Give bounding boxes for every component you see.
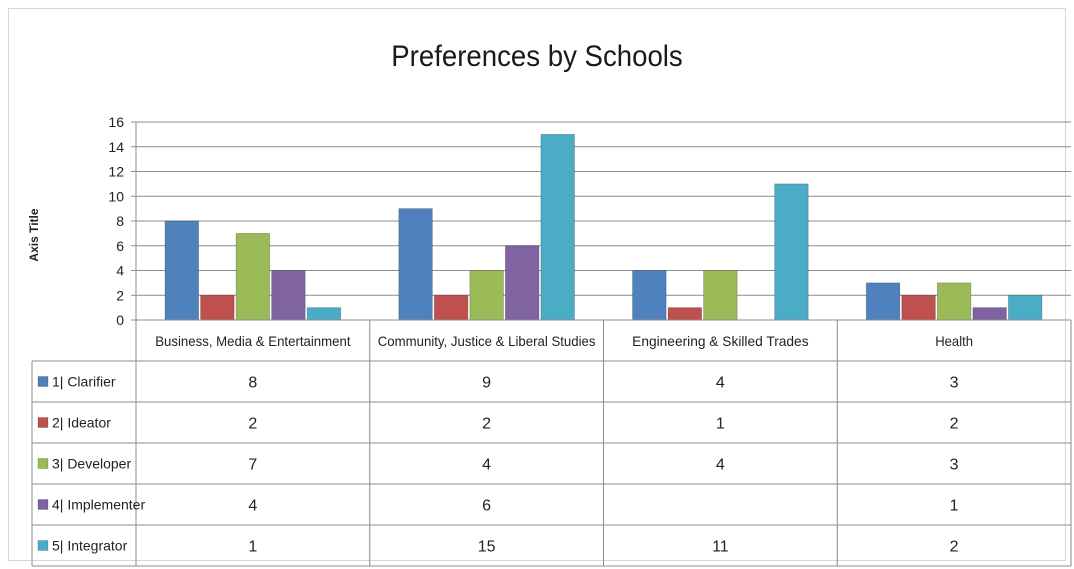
x-category-label: Community, Justice & Liberal Studies — [378, 333, 596, 349]
y-tick-label: 8 — [116, 213, 124, 229]
data-label: 2 — [950, 539, 959, 556]
data-label: 3 — [950, 375, 959, 392]
data-label: 8 — [248, 375, 257, 392]
bar — [1008, 294, 1043, 321]
x-category-label: Health — [935, 333, 973, 349]
y-tick-label: 2 — [116, 287, 124, 303]
bar — [703, 270, 738, 321]
data-label: 4 — [248, 498, 257, 515]
data-label: 11 — [712, 539, 729, 556]
data-label: 2 — [950, 416, 959, 433]
y-tick-label: 16 — [108, 114, 124, 130]
bar — [667, 307, 703, 321]
data-label: 7 — [248, 457, 257, 474]
bar — [540, 133, 575, 321]
y-tick-label: 14 — [108, 139, 124, 155]
legend-key — [37, 458, 49, 469]
y-tick-label: 12 — [108, 164, 124, 180]
data-label: 1 — [248, 539, 257, 556]
legend-key — [37, 417, 49, 428]
legend-label: 2| Ideator — [52, 415, 111, 431]
data-label: 4 — [482, 457, 491, 474]
data-label: 2 — [482, 416, 491, 433]
bar — [901, 294, 936, 321]
data-label: 4 — [716, 457, 725, 474]
data-label: 9 — [482, 375, 491, 392]
legend-key — [37, 376, 49, 387]
legend-label: 5| Integrator — [52, 538, 128, 554]
bar — [865, 282, 901, 321]
y-tick-label: 0 — [116, 312, 124, 328]
data-label: 1 — [950, 498, 959, 515]
bar — [936, 282, 972, 321]
data-label: 2 — [248, 416, 257, 433]
legend-label: 1| Clarifier — [52, 374, 116, 390]
bar — [271, 270, 306, 321]
legend-key — [37, 540, 49, 551]
y-tick-label: 6 — [116, 238, 124, 254]
y-tick-label: 4 — [116, 263, 124, 279]
bar — [469, 270, 504, 321]
bar — [972, 307, 1007, 321]
data-label: 4 — [716, 375, 725, 392]
chart-frame — [8, 8, 1066, 561]
bar — [235, 232, 271, 321]
data-label: 6 — [482, 498, 491, 515]
legend-label: 3| Developer — [52, 456, 131, 472]
y-tick-label: 10 — [108, 188, 124, 204]
data-label: 15 — [478, 539, 496, 556]
x-category-label: Engineering & Skilled Trades — [632, 333, 808, 349]
bar — [306, 307, 342, 321]
bar — [774, 183, 809, 321]
chart-title: Preferences by Schools — [391, 40, 683, 73]
bar — [632, 270, 667, 321]
bar — [433, 294, 469, 321]
bar — [504, 245, 540, 321]
data-label: 1 — [716, 416, 725, 433]
bar — [398, 208, 433, 321]
legend-key — [37, 499, 49, 510]
x-category-label: Business, Media & Entertainment — [155, 333, 350, 349]
bar — [164, 220, 199, 321]
bar — [200, 294, 235, 321]
data-label: 3 — [950, 457, 959, 474]
legend-label: 4| Implementer — [52, 497, 145, 513]
